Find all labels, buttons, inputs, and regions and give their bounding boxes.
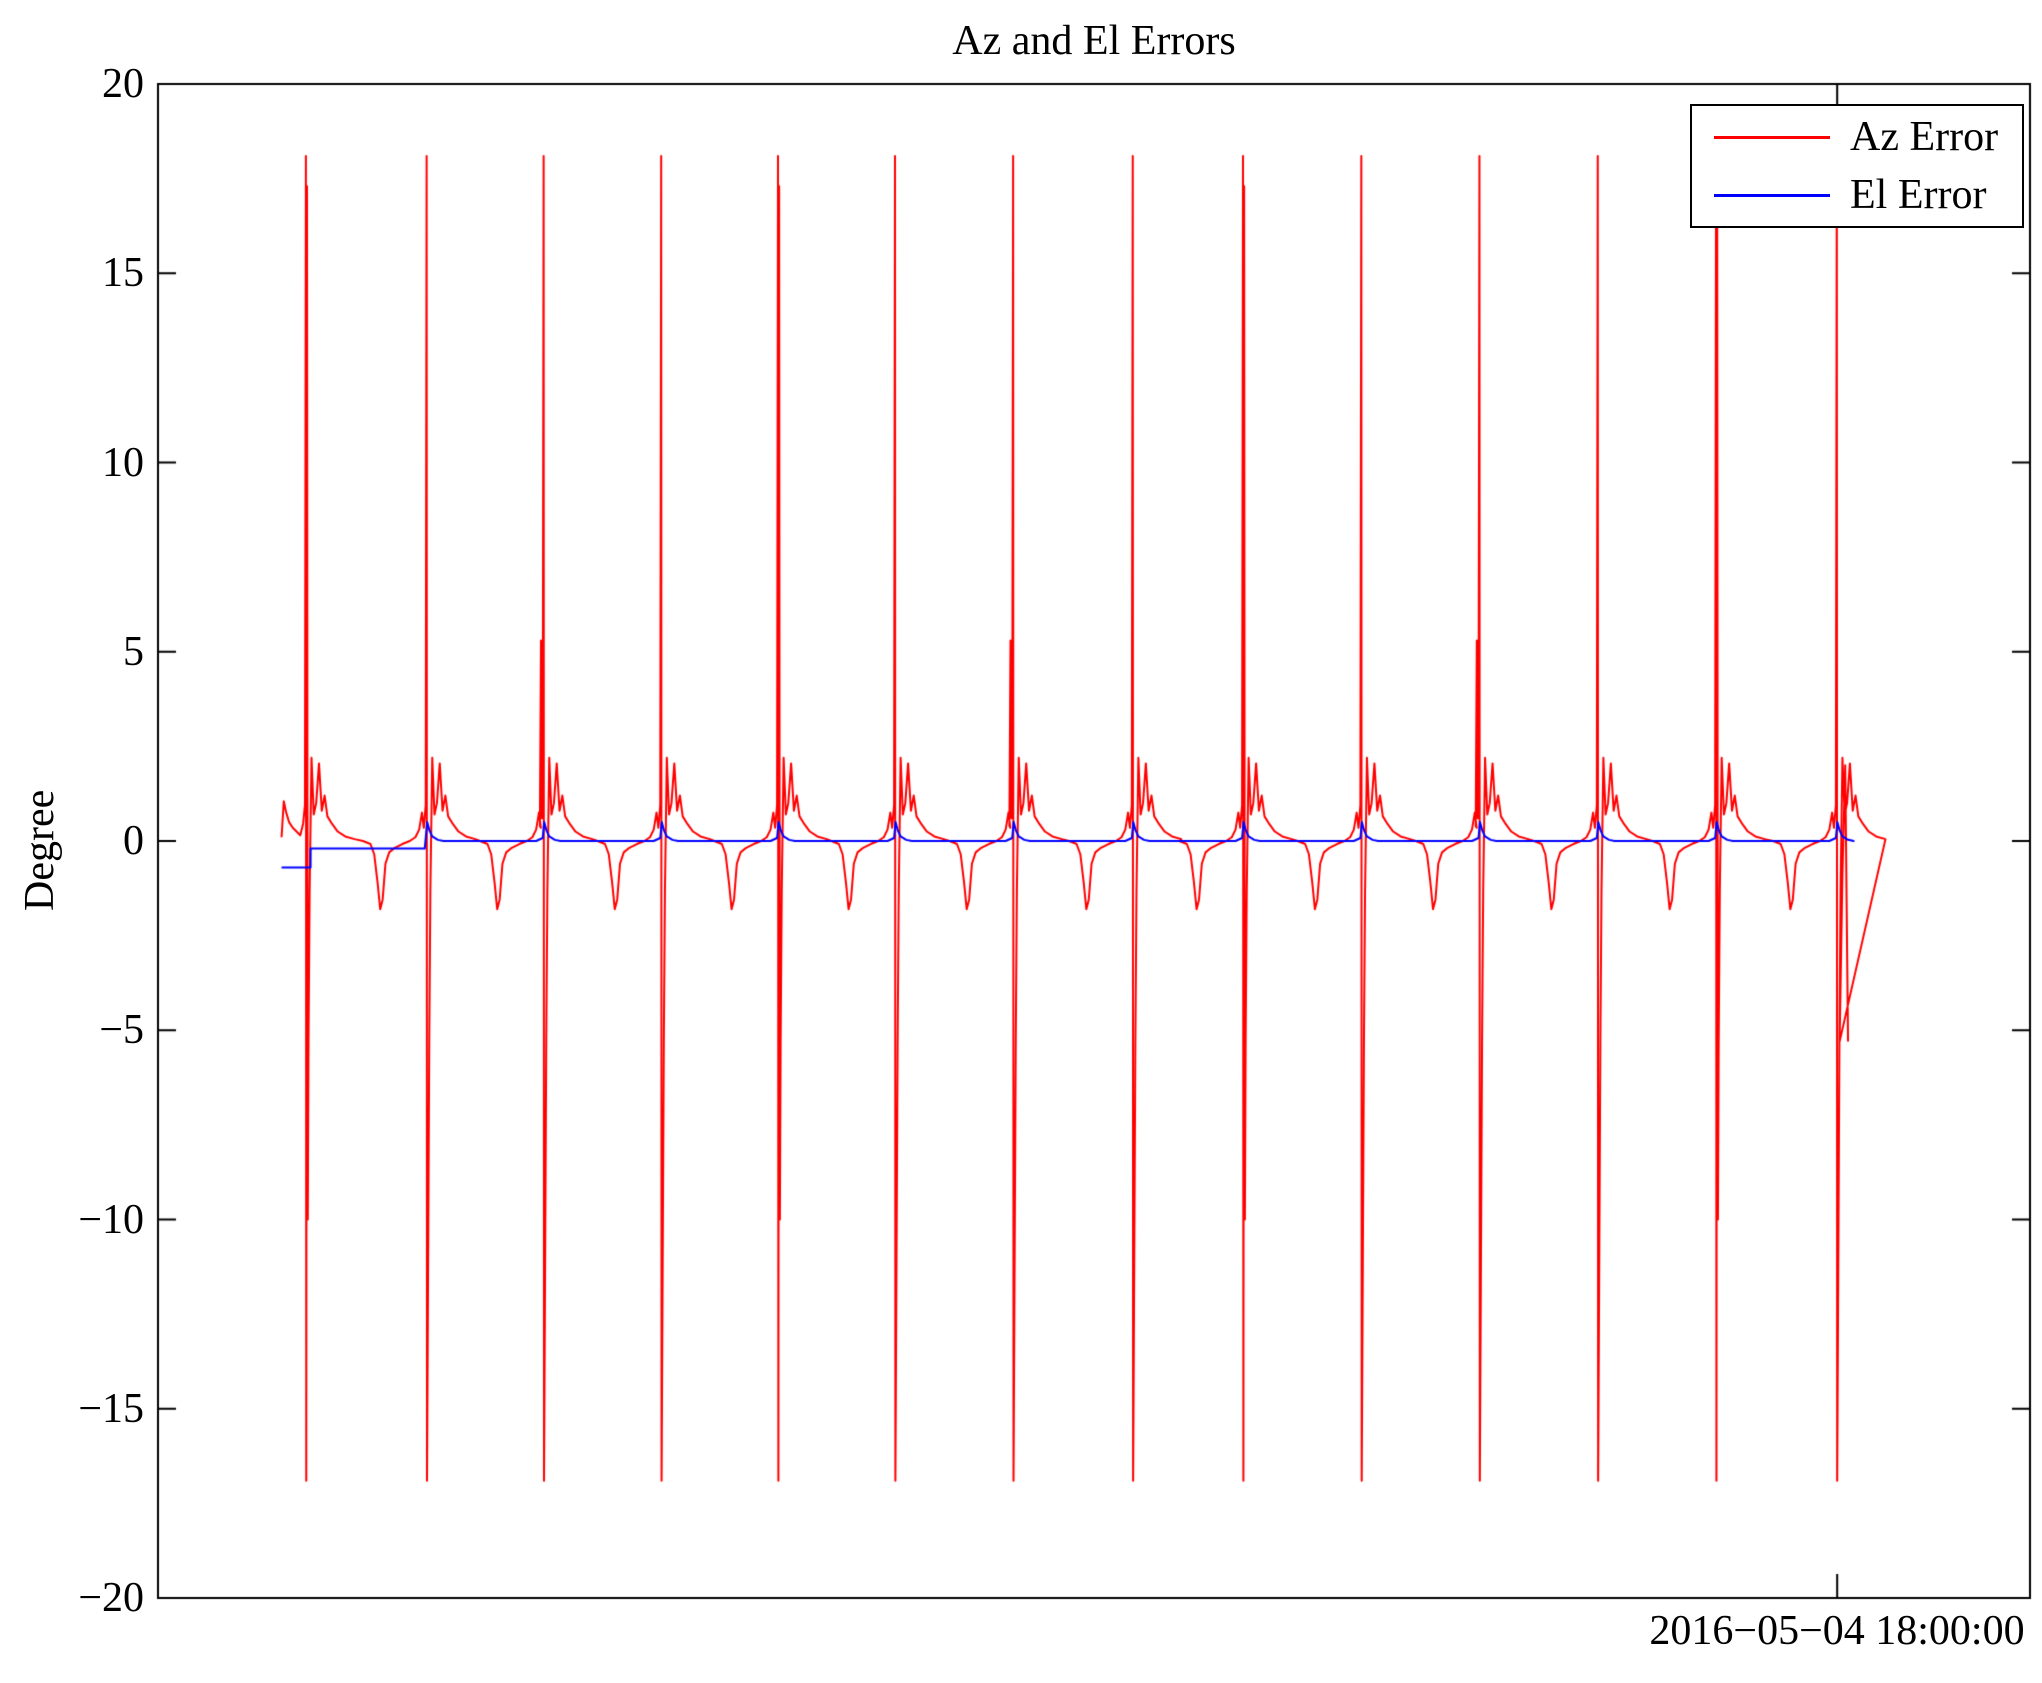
y-tick-label: −10 — [78, 1196, 144, 1243]
y-tick-label: 0 — [123, 818, 144, 864]
y-tick-label: −5 — [99, 1007, 144, 1054]
legend-item-el: El Error — [1692, 166, 2022, 224]
y-tick-label: 20 — [102, 61, 144, 107]
y-tick-label: −15 — [78, 1385, 144, 1432]
chart-title: Az and El Errors — [952, 18, 1236, 64]
y-tick-label: −20 — [78, 1575, 144, 1621]
y-tick-label: 5 — [123, 628, 144, 675]
legend: Az Error El Error — [1690, 104, 2024, 228]
az-legend-line-icon — [1714, 135, 1830, 139]
legend-label-el: El Error — [1850, 172, 1987, 218]
el-legend-line-icon — [1714, 193, 1830, 197]
y-tick-label: 10 — [102, 439, 144, 486]
x-tick-label: 2016−05−04 18:00:00 — [1649, 1608, 2025, 1654]
legend-label-az: Az Error — [1850, 114, 1999, 160]
y-tick-label: 15 — [102, 250, 144, 297]
legend-item-az: Az Error — [1692, 108, 2022, 166]
